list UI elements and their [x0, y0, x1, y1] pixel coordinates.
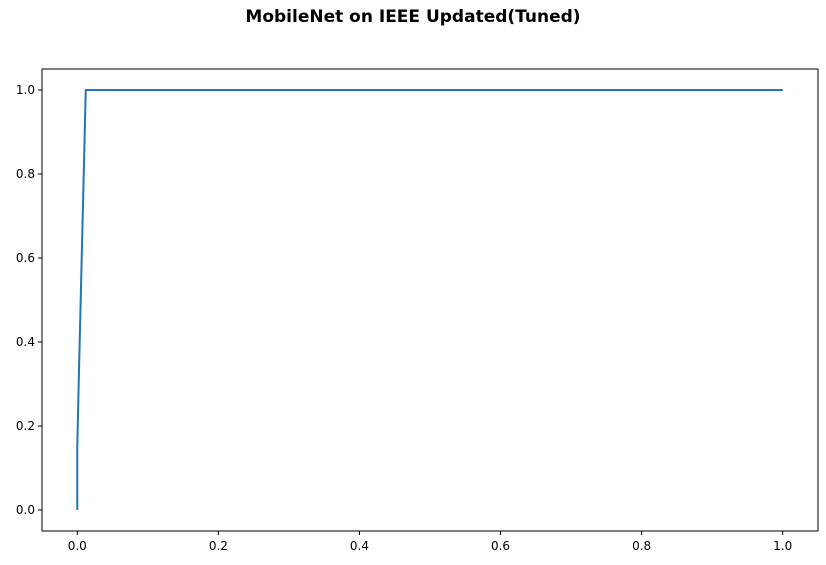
x-tick-label: 0.2: [209, 539, 228, 553]
series-line-0: [76, 89, 783, 510]
x-tick-label: 0.6: [491, 539, 510, 553]
y-tick-label: 0.4: [16, 335, 35, 349]
chart-title: MobileNet on IEEE Updated(Tuned): [245, 7, 581, 27]
x-tick-label: 1.0: [773, 539, 792, 553]
y-tick-label: 1.0: [16, 83, 35, 97]
y-tick-label: 0.2: [16, 419, 35, 433]
y-tick-label: 0.6: [16, 251, 35, 265]
axes-frame: [41, 68, 819, 532]
x-tick-label: 0.8: [632, 539, 651, 553]
y-tick-label: 0.0: [16, 503, 35, 517]
y-tick-label: 0.8: [16, 167, 35, 181]
x-tick-label: 0.0: [68, 539, 87, 553]
x-tick-label: 0.4: [350, 539, 369, 553]
